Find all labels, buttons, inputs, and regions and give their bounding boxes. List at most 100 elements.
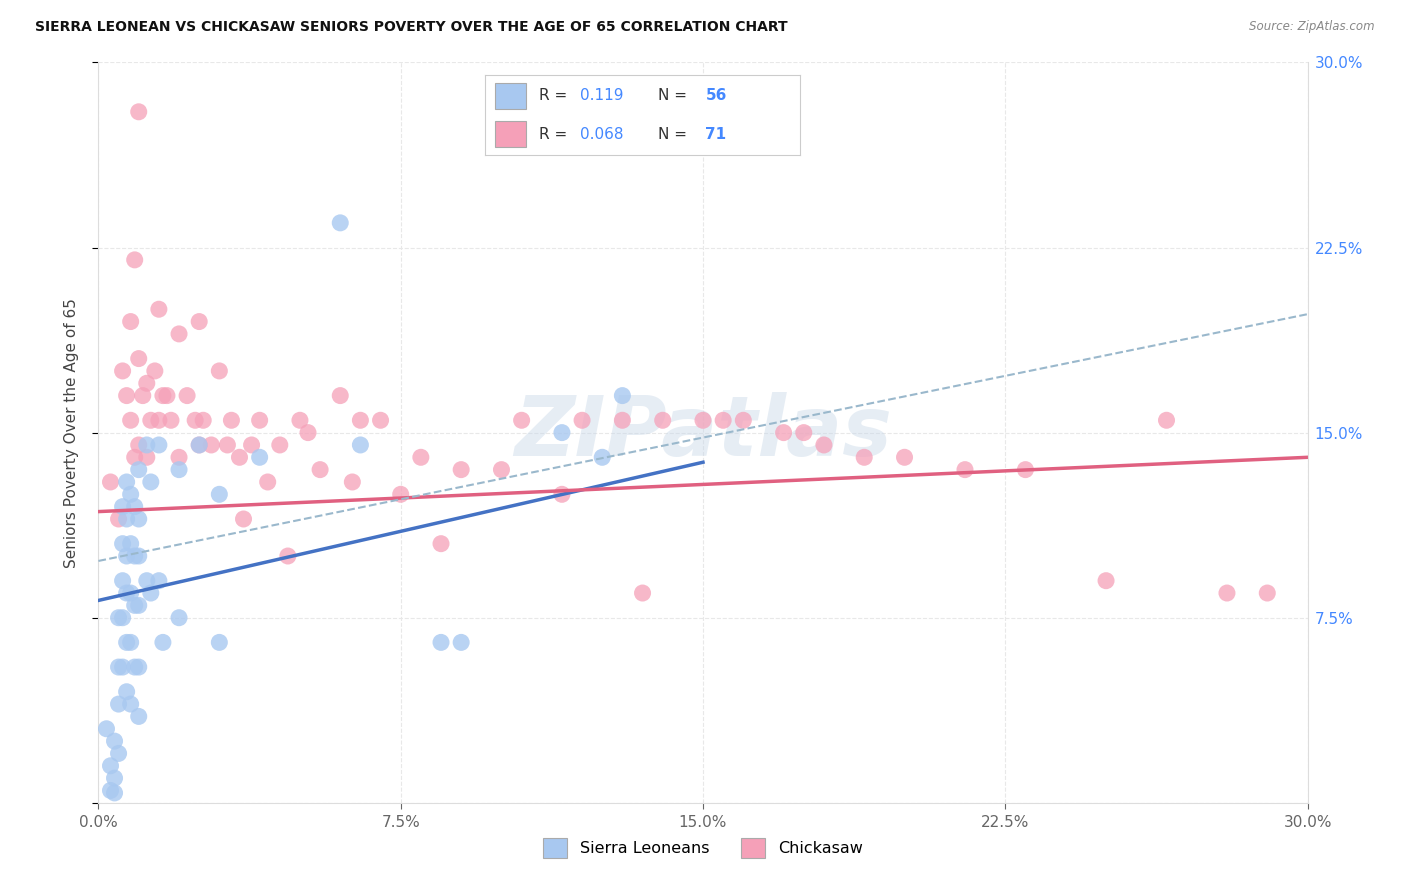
Point [120, 635, 142, 649]
Point [111, 610, 134, 624]
Point [120, 487, 142, 501]
Point [120, 586, 142, 600]
Point [124, 660, 146, 674]
Point [188, 438, 211, 452]
Point [111, 500, 134, 514]
Point [135, 376, 157, 391]
Point [450, 635, 472, 649]
Point [853, 450, 876, 465]
Point [96, 722, 118, 736]
Point [120, 413, 142, 427]
Text: SIERRA LEONEAN VS CHICKASAW SENIORS POVERTY OVER THE AGE OF 65 CORRELATION CHART: SIERRA LEONEAN VS CHICKASAW SENIORS POVE… [35, 20, 787, 34]
Point [160, 413, 183, 427]
Point [450, 462, 472, 476]
Point [167, 326, 190, 341]
Point [128, 462, 150, 476]
Point [208, 487, 231, 501]
Point [115, 685, 138, 699]
Point [148, 438, 170, 452]
Point [148, 413, 170, 427]
Point [208, 364, 231, 378]
Point [143, 364, 166, 378]
Point [430, 536, 453, 550]
Point [551, 425, 574, 440]
Point [277, 549, 299, 563]
Point [1014, 462, 1036, 476]
Point [139, 586, 162, 600]
Point [103, 734, 125, 748]
Point [510, 413, 533, 427]
Point [139, 413, 162, 427]
Point [631, 586, 654, 600]
Point [571, 413, 593, 427]
Point [132, 388, 155, 402]
Point [389, 487, 412, 501]
Point [349, 438, 371, 452]
Point [167, 610, 190, 624]
Point [297, 425, 319, 440]
Point [115, 388, 138, 402]
Point [612, 413, 634, 427]
Point [156, 388, 179, 402]
Point [711, 413, 734, 427]
Point [772, 425, 794, 440]
Point [232, 512, 254, 526]
Y-axis label: Seniors Poverty Over the Age of 65: Seniors Poverty Over the Age of 65 [65, 298, 79, 567]
Point [813, 438, 835, 452]
Point [107, 697, 129, 711]
Point [733, 413, 755, 427]
Point [349, 413, 371, 427]
Point [612, 388, 634, 402]
Point [152, 388, 174, 402]
Legend: Sierra Leoneans, Chickasaw: Sierra Leoneans, Chickasaw [543, 838, 863, 858]
Point [107, 660, 129, 674]
Point [193, 413, 215, 427]
Point [256, 475, 278, 489]
Point [551, 487, 574, 501]
Point [103, 771, 125, 785]
Point [135, 438, 157, 452]
Point [148, 302, 170, 317]
Point [200, 438, 222, 452]
Point [430, 635, 453, 649]
Point [100, 475, 122, 489]
Point [103, 786, 125, 800]
Point [240, 438, 263, 452]
Point [167, 450, 190, 465]
Point [184, 413, 207, 427]
Point [124, 599, 146, 613]
Point [120, 314, 142, 328]
Point [124, 252, 146, 267]
Point [1216, 586, 1239, 600]
Point [139, 475, 162, 489]
Point [217, 438, 239, 452]
Text: ZIPatlas: ZIPatlas [515, 392, 891, 473]
Point [111, 364, 134, 378]
Point [1095, 574, 1118, 588]
Point [115, 549, 138, 563]
Point [651, 413, 673, 427]
Point [107, 512, 129, 526]
Point [249, 413, 271, 427]
Point [269, 438, 291, 452]
Point [1156, 413, 1178, 427]
Point [953, 462, 976, 476]
Text: Source: ZipAtlas.com: Source: ZipAtlas.com [1250, 20, 1375, 33]
Point [128, 351, 150, 366]
Point [135, 574, 157, 588]
Point [128, 104, 150, 119]
Point [124, 549, 146, 563]
Point [128, 709, 150, 723]
Point [115, 635, 138, 649]
Point [128, 512, 150, 526]
Point [329, 388, 352, 402]
Point [115, 512, 138, 526]
Point [176, 388, 198, 402]
Point [167, 462, 190, 476]
Point [128, 599, 150, 613]
Point [188, 438, 211, 452]
Point [893, 450, 915, 465]
Point [793, 425, 815, 440]
Point [692, 413, 714, 427]
Point [228, 450, 250, 465]
